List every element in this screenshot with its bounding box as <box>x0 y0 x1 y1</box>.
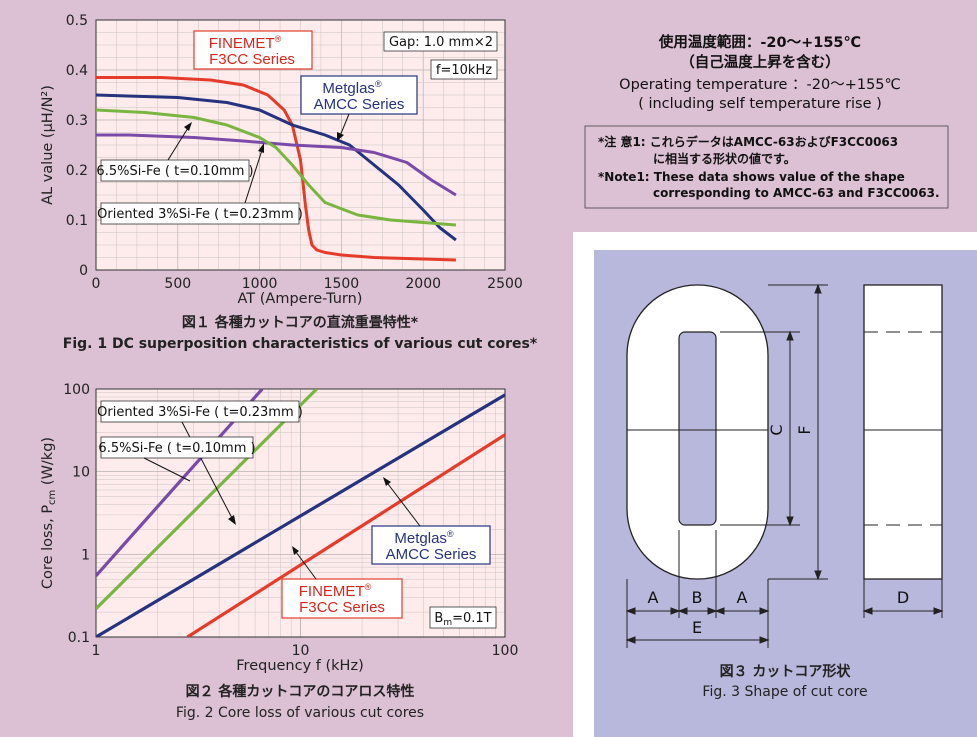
fig2-y-tick-label: 100 <box>63 382 90 398</box>
fig2-x-axis-label: Frequency f (kHz) <box>236 658 363 674</box>
fig1-axes-frame <box>95 19 506 271</box>
fig1-tick-labels: 0 500 1000 1500 2000 2500 0 0.1 0.2 0.3 0.4 0.5 <box>66 13 523 292</box>
note-en-line2: corresponding to AMCC-63 and F3CC0063. <box>653 186 940 200</box>
fig2-metglas-series: AMCC Series <box>386 546 477 563</box>
fig2-caption-ja: 図２ 各種カットコアのコアロス特性 <box>186 683 415 700</box>
dim-b: B <box>692 588 703 607</box>
dim-d: D <box>897 588 909 607</box>
fig1-x-tick-label: 500 <box>164 276 191 292</box>
fig1-freq-box: f=10kHz <box>430 59 498 80</box>
fig1-metglas-reg: ® <box>375 79 382 89</box>
fig2-finemet-reg: ® <box>365 582 372 592</box>
fig1-sife65-label: 6.5%Si-Fe ( t=0.10mm ) <box>96 164 253 179</box>
fig1-series-6-5-si-fe-t-0-10mm <box>96 133 457 197</box>
fig2-sife65-callout: 6.5%Si-Fe ( t=0.10mm ) <box>98 436 256 482</box>
fig1-freq-label: f=10kHz <box>436 63 492 78</box>
fig2-finemet-name: FINEMET <box>299 583 365 600</box>
fig2-y-axis-label: Core loss, Pcm (W/kg) <box>40 437 58 589</box>
fig1-finemet-name: FINEMET <box>209 35 275 52</box>
svg-text:Metglas®: Metglas® <box>322 79 382 97</box>
fig1-x-tick-label: 1000 <box>242 276 278 292</box>
fig1-y-tick-label: 0.4 <box>66 63 88 79</box>
note-ja-line2: に相当する形状の値です。 <box>653 151 796 166</box>
fig1-sife65-callout: 6.5%Si-Fe ( t=0.10mm ) <box>96 122 254 182</box>
fig1-metglas-series: AMCC Series <box>314 96 405 113</box>
note-ja-line1: *注 意1: これらデータはAMCC-63およびF3CC0063 <box>598 134 898 149</box>
fig2-y-tick-label: 1 <box>81 547 90 563</box>
fig1-metglas-name: Metglas <box>322 80 375 97</box>
core-side-view <box>863 284 943 580</box>
dim-e: E <box>692 618 702 637</box>
fig2-y-tick-label: 0.1 <box>68 630 90 646</box>
fig3-panel: A B A E C F D 図３ カットコア形状 Fig. 3 Shape of… <box>573 232 977 737</box>
fig2-series-oriented-3-si-fe-t-0-23mm <box>96 389 318 610</box>
fig1-x-tick-label: 2000 <box>405 276 441 292</box>
fig1-y-tick-label: 0.2 <box>66 163 88 179</box>
fig1-y-tick-label: 0 <box>79 263 88 279</box>
fig1-oriented-callout: Oriented 3%Si-Fe ( t=0.23mm ) <box>97 143 303 225</box>
fig2-bm-sub: m <box>443 618 452 628</box>
fig2-axes-frame <box>95 388 506 638</box>
fig2-bm-value: =0.1T <box>452 611 492 626</box>
note-en-line1: *Note1: These data shows value of the sh… <box>598 170 905 184</box>
fig3-caption-ja: 図３ カットコア形状 <box>720 663 852 680</box>
fig1-y-tick-label: 0.5 <box>66 13 88 29</box>
fig2-grid <box>95 388 506 638</box>
fig2-y-tick-label: 10 <box>72 465 90 481</box>
fig2-series-metglas-amcc-series <box>96 393 505 637</box>
fig1-x-tick-label: 2500 <box>487 276 523 292</box>
svg-text:FINEMET®: FINEMET® <box>299 582 372 600</box>
fig1-metglas-callout: Metglas® AMCC Series <box>300 75 418 141</box>
fig1-caption-en: Fig. 1 DC superposition characteristics … <box>63 336 538 352</box>
fig2-x-tick-label: 100 <box>492 643 519 659</box>
temp-range-en: Operating temperature ：-20～+155℃ <box>619 77 901 93</box>
dim-f: F <box>795 425 814 434</box>
temp-range-ja-note: （自己温度上昇を含む） <box>680 53 840 71</box>
fig2-oriented-callout: Oriented 3%Si-Fe ( t=0.23mm ) <box>97 400 303 525</box>
fig2-finemet-series: F3CC Series <box>299 599 385 616</box>
fig2-bm-symbol: B <box>434 611 443 626</box>
svg-text:FINEMET®: FINEMET® <box>209 34 282 52</box>
dim-a-left: A <box>648 588 659 607</box>
fig1-series-finemet-f3cc-series <box>96 76 456 262</box>
fig2-series-finemet-f3cc-series <box>186 433 505 637</box>
fig3-caption-en: Fig. 3 Shape of cut core <box>702 684 867 700</box>
core-window <box>678 331 717 526</box>
fig1-x-axis-label: AT (Ampere-Turn) <box>238 291 363 307</box>
fig2-metglas-reg: ® <box>447 529 454 539</box>
fig1-finemet-series: F3CC Series <box>209 51 295 68</box>
temp-range-ja: 使用温度範囲：-20～+155℃ <box>658 33 861 51</box>
fig1-finemet-callout: FINEMET® F3CC Series <box>193 30 313 70</box>
fig1-x-tick-label: 1500 <box>324 276 360 292</box>
fig1-x-tick-label: 0 <box>92 276 101 292</box>
fig2-oriented-label: Oriented 3%Si-Fe ( t=0.23mm ) <box>97 405 303 420</box>
fig2-finemet-callout: FINEMET® F3CC Series <box>281 546 403 619</box>
fig2-x-tick-label: 1 <box>92 643 101 659</box>
temp-range-en-note: ( including self temperature rise ) <box>638 96 882 112</box>
fig1-y-axis-label: AL value (μH/N²) <box>40 85 56 205</box>
fig2-caption-en: Fig. 2 Core loss of various cut cores <box>176 705 424 721</box>
dim-c: C <box>767 424 786 435</box>
fig1-oriented-label: Oriented 3%Si-Fe ( t=0.23mm ) <box>97 207 303 222</box>
fig1-caption-ja: 図１ 各種カットコアの直流重畳特性* <box>182 314 419 331</box>
note-box: *注 意1: これらデータはAMCC-63およびF3CC0063 に相当する形状… <box>584 125 949 209</box>
fig1-y-tick-label: 0.1 <box>66 213 88 229</box>
dim-a-right: A <box>737 588 748 607</box>
fig2-metglas-callout: Metglas® AMCC Series <box>371 477 491 565</box>
fig2-metglas-name: Metglas <box>394 530 447 547</box>
fig1-finemet-reg: ® <box>275 34 282 44</box>
svg-text:Metglas®: Metglas® <box>394 529 454 547</box>
fig1-gap-box: Gap: 1.0 mm×2 <box>383 31 498 52</box>
fig2-bm-box: Bm=0.1T <box>429 606 497 629</box>
svg-text:Bm=0.1T: Bm=0.1T <box>434 611 491 628</box>
fig1-y-tick-label: 0.3 <box>66 113 88 129</box>
fig1-series-oriented-3-si-fe-t-0-23mm <box>95 108 457 227</box>
fig2-sife65-label: 6.5%Si-Fe ( t=0.10mm ) <box>98 441 255 456</box>
fig2-x-tick-label: 10 <box>292 643 310 659</box>
fig1-gap-label: Gap: 1.0 mm×2 <box>389 35 493 50</box>
